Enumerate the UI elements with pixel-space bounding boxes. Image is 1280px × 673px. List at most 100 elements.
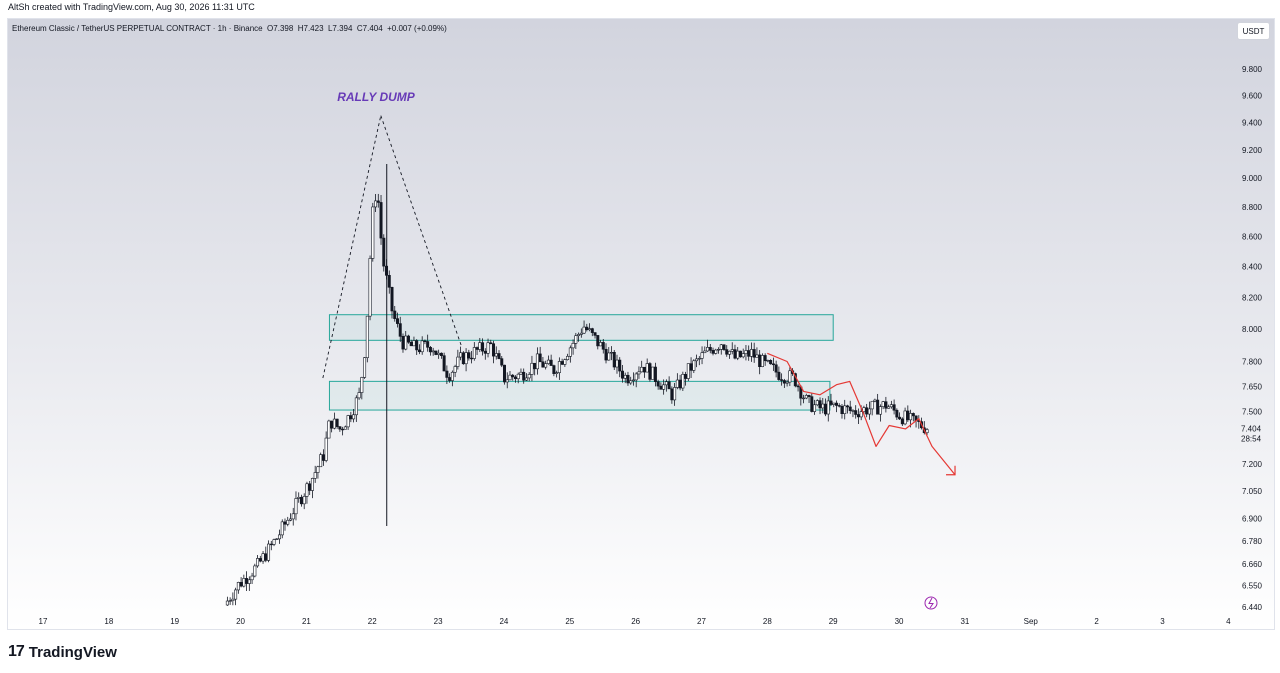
candle-body	[264, 553, 268, 561]
candle-body	[610, 351, 614, 354]
candle-body	[354, 397, 358, 416]
candle-body	[508, 374, 512, 381]
candle-body	[555, 372, 559, 374]
candle-body	[511, 374, 515, 378]
candle-body	[574, 335, 578, 344]
candle-body	[253, 565, 257, 577]
candle-body	[862, 407, 866, 412]
symbol-info: Ethereum Classic / TetherUS PERPETUAL CO…	[12, 24, 447, 33]
candle-body	[662, 384, 666, 390]
candle-body	[763, 355, 767, 362]
chart-pane[interactable]	[7, 18, 1275, 630]
candle-body	[409, 341, 413, 347]
candle-body	[431, 350, 435, 353]
time-tick-label: 18	[104, 617, 113, 626]
candle-body	[818, 400, 822, 409]
price-tick-label: 7.050	[1242, 487, 1263, 496]
tradingview-logo[interactable]: 17 TradingView	[8, 642, 117, 662]
lightning-bolt-icon[interactable]	[924, 596, 938, 610]
candle-body	[656, 381, 660, 387]
candle-body	[851, 410, 855, 412]
candle-body	[906, 410, 910, 421]
time-tick-label: 31	[960, 617, 969, 626]
candle-body	[637, 371, 641, 375]
candle-body	[302, 496, 306, 505]
candle-body	[623, 374, 627, 379]
candle-body	[478, 342, 482, 350]
candle-body	[250, 575, 254, 581]
candle-body	[368, 258, 372, 317]
candle-body	[533, 362, 537, 370]
candle-body	[648, 363, 652, 380]
candle-body	[804, 395, 808, 399]
price-tick-label: 9.000	[1242, 174, 1263, 183]
candle-body	[802, 397, 806, 400]
candle-body	[582, 326, 586, 334]
range-box	[328, 314, 834, 341]
candle-body	[349, 415, 353, 420]
candle-body	[461, 352, 465, 365]
candle-body	[653, 366, 657, 382]
candle-body	[878, 406, 882, 415]
candle-body	[365, 315, 369, 358]
time-tick-label: Sep	[1024, 617, 1039, 626]
candle-body	[859, 411, 863, 418]
candle-body	[420, 340, 424, 353]
candle-body	[310, 478, 314, 491]
candle-body	[903, 410, 907, 425]
candle-body	[549, 359, 553, 366]
candle-body	[497, 353, 501, 359]
price-tick-label: 8.600	[1242, 232, 1263, 241]
time-tick-label: 26	[631, 617, 640, 626]
candle-body	[406, 335, 410, 343]
candle-body	[519, 371, 523, 375]
time-tick-label: 20	[236, 617, 245, 626]
candle-body	[708, 347, 712, 351]
candle-body	[527, 374, 531, 379]
projection-arrowhead	[946, 465, 956, 476]
candle-body	[343, 426, 347, 430]
candle-body	[667, 381, 671, 390]
candle-body	[544, 363, 548, 368]
chart-caption: AltSh created with TradingView.com, Aug …	[8, 2, 255, 12]
candle-body	[826, 400, 830, 415]
candle-body	[780, 379, 784, 381]
candle-body	[813, 404, 817, 412]
candle-body	[925, 429, 929, 434]
candle-body	[601, 342, 605, 350]
candle-body	[689, 363, 693, 371]
candle-body	[467, 352, 471, 359]
candle-body	[486, 342, 490, 354]
candle-body	[456, 356, 460, 367]
candle-body	[596, 335, 600, 347]
candle-body	[719, 344, 723, 350]
candle-body	[245, 578, 249, 584]
candle-body	[346, 415, 350, 428]
candle-body	[684, 373, 688, 379]
candle-body	[755, 354, 759, 358]
candle-body	[634, 373, 638, 381]
candle-body	[390, 286, 394, 312]
candle-body	[736, 350, 740, 359]
candle-body	[766, 360, 770, 362]
time-tick-label: 23	[434, 617, 443, 626]
candle-body	[593, 332, 597, 336]
candle-body	[725, 349, 729, 355]
price-tick-label: 9.200	[1242, 146, 1263, 155]
currency-button[interactable]: USDT	[1237, 22, 1270, 40]
candle-body	[892, 404, 896, 411]
price-tick-label: 8.400	[1242, 263, 1263, 272]
price-tick-label: 7.200	[1242, 460, 1263, 469]
candle-body	[428, 347, 432, 353]
candle-body	[330, 420, 334, 429]
bar-countdown: 28:54	[1241, 434, 1262, 443]
candle-body	[538, 353, 542, 363]
candle-body	[434, 350, 438, 355]
candle-body	[483, 350, 487, 354]
candle-body	[700, 352, 704, 359]
candle-body	[535, 353, 539, 370]
candle-body	[727, 350, 731, 355]
candle-body	[439, 352, 443, 356]
candle-body	[673, 387, 677, 401]
